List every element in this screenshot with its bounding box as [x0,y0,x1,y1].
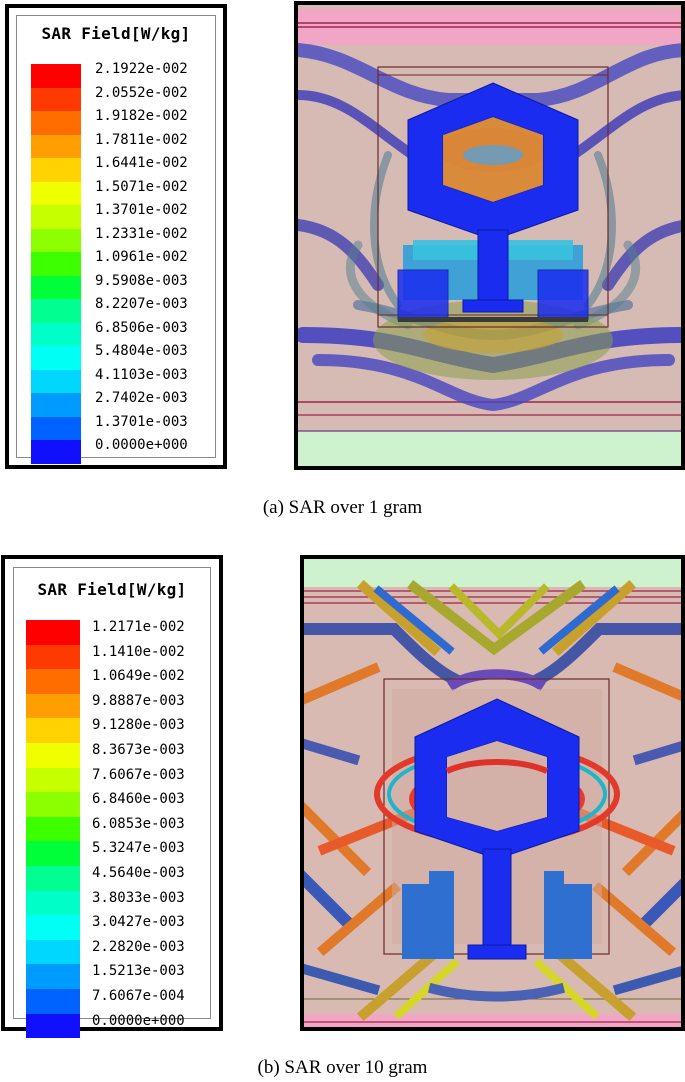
legend-swatch [26,841,80,866]
legend-swatch [26,890,80,916]
legend-swatch [26,693,80,719]
legend-value: 6.8460e-003 [92,791,185,808]
legend-swatch [31,416,81,440]
legend-value: 0.0000e+000 [95,437,188,453]
legend-b-inner: SAR Field[W/kg] 1.2171e-002 1.1410e-002 1.… [13,567,211,1039]
legend-a-inner: SAR Field[W/kg] 2.1922e-002 2.0552e-002 1.… [16,15,216,464]
legend-value: 9.5908e-003 [95,272,188,289]
legend-swatch [26,1013,80,1039]
legend-value: 2.1922e-002 [95,61,188,77]
legend-swatch [26,964,80,989]
legend-value: 1.0961e-002 [95,249,188,265]
legend-swatch [26,939,80,965]
legend-swatch [31,299,81,323]
legend-swatch [31,111,81,135]
legend-value: 9.8887e-003 [92,692,185,709]
sar-plot-1g-svg [298,5,681,466]
caption-a: (a) SAR over 1 gram [262,497,423,518]
legend-swatch [31,440,81,464]
legend-value: 1.0649e-002 [92,668,185,685]
legend-swatch [26,644,80,670]
legend-value: 1.5213e-003 [92,963,185,980]
legend-value: 0.0000e+000 [92,1012,185,1029]
legend-value: 2.2820e-003 [92,938,185,955]
legend-swatch [26,718,80,743]
legend-swatch [26,620,80,645]
legend-swatch [31,322,81,346]
legend-value: 1.6441e-002 [95,155,188,171]
ground-layer [304,559,681,587]
legend-value: 3.8033e-003 [92,889,185,906]
legend-swatch [31,252,81,276]
legend-value: 7.6067e-004 [92,988,185,1004]
legend-value: 2.7402e-003 [95,390,188,406]
legend-b-title: SAR Field[W/kg] [37,580,187,599]
legend-value: 1.9182e-002 [95,108,188,124]
legend-value: 5.4804e-003 [95,343,188,359]
legend-swatch [26,767,80,793]
legend-value: 6.8506e-003 [95,319,188,336]
legend-swatch [31,393,81,417]
legend-value: 1.3701e-003 [95,413,188,430]
legend-swatch [26,816,80,842]
ground-layer [298,431,681,466]
legend-value: 5.3247e-003 [92,840,185,857]
legend-swatch [31,158,81,182]
legend-swatch [31,134,81,158]
legend-value: 1.1410e-002 [92,643,185,660]
legend-swatch [26,915,80,940]
legend-b: SAR Field[W/kg] 1.2171e-002 1.1410e-002 1.… [1,555,223,1039]
legend-value: 1.3701e-002 [95,202,188,218]
legend-swatch [31,369,81,393]
legend-swatch [26,866,80,891]
legend-value: 9.1280e-003 [92,717,185,734]
legend-value: 2.0552e-002 [95,84,188,101]
legend-swatch [26,743,80,768]
legend-value: 3.0427e-003 [92,914,185,931]
legend-swatch [31,87,81,111]
legend-swatch [31,181,81,205]
legend-swatch [31,64,81,88]
legend-swatch [26,792,80,817]
sar-plot-10g-svg [304,559,681,1027]
sar-plot-10g [300,555,685,1031]
legend-value: 1.5071e-002 [95,178,188,195]
legend-a: SAR Field[W/kg] 2.1922e-002 2.0552e-002 1.… [5,4,227,469]
legend-value: 4.1103e-003 [95,366,188,383]
caption-b: (b) SAR over 10 gram [257,1057,428,1078]
legend-value: 1.2171e-002 [92,619,185,635]
legend-swatch [26,669,80,694]
legend-swatch [26,989,80,1014]
legend-value: 6.0853e-003 [92,815,185,832]
legend-value: 4.5640e-003 [92,865,185,881]
legend-a-title: SAR Field[W/kg] [41,24,191,43]
legend-value: 7.6067e-003 [92,766,185,783]
antenna-patch [414,698,580,960]
legend-swatch [31,346,81,370]
legend-swatch [31,228,81,252]
legend-swatch [31,205,81,229]
legend-value: 1.7811e-002 [95,131,188,148]
legend-swatch [31,275,81,299]
legend-value: 1.2331e-002 [95,225,188,242]
legend-value: 8.3673e-003 [92,742,185,758]
sar-plot-1g [294,1,685,470]
legend-value: 8.2207e-003 [95,296,188,312]
